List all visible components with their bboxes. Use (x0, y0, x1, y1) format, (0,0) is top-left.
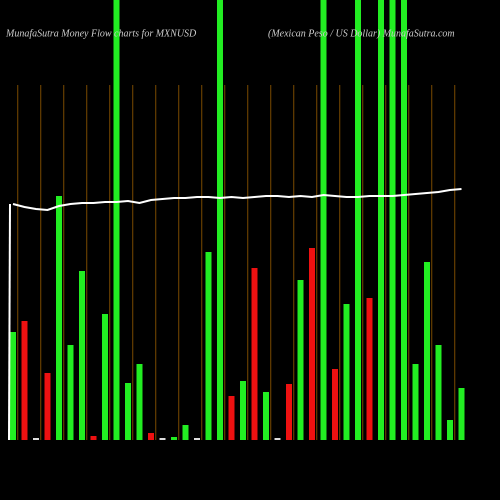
bar (332, 369, 338, 440)
bar (458, 388, 465, 440)
bar (251, 268, 258, 440)
bar (10, 332, 16, 440)
bar (44, 373, 51, 440)
chart-subtitle: (Mexican Peso / US Dollar) MunafaSutra.c… (268, 28, 455, 39)
bar (102, 314, 108, 440)
bar (378, 0, 384, 440)
bar (194, 438, 200, 440)
bar (240, 381, 246, 440)
bar (205, 252, 212, 440)
bar (67, 345, 74, 440)
bar (320, 0, 327, 440)
bar (286, 384, 292, 440)
bar (274, 438, 281, 440)
bar (424, 262, 430, 440)
bar (136, 364, 143, 440)
bar (263, 392, 269, 440)
bar (148, 433, 154, 440)
bar (447, 420, 453, 440)
bar (171, 437, 177, 440)
bar (90, 436, 97, 440)
bar (355, 0, 361, 440)
bar (412, 364, 419, 440)
bar (366, 298, 373, 440)
bar (217, 0, 223, 440)
money-flow-line (12, 188, 462, 212)
line-start (8, 203, 11, 441)
chart-title: MunafaSutra Money Flow charts for MXNUSD (5, 28, 197, 39)
bar (343, 304, 350, 440)
bar (309, 248, 315, 440)
bar (56, 196, 62, 440)
bar (182, 425, 189, 440)
bar (401, 0, 407, 440)
grid (17, 85, 456, 440)
bar (159, 438, 166, 440)
bars (10, 0, 465, 440)
bar (79, 271, 85, 440)
bar (125, 383, 131, 440)
bar (389, 0, 396, 440)
bar (33, 438, 39, 440)
bar (21, 321, 28, 440)
bar (435, 345, 442, 440)
bar (297, 280, 304, 440)
bar (113, 0, 120, 440)
bar (228, 396, 235, 440)
